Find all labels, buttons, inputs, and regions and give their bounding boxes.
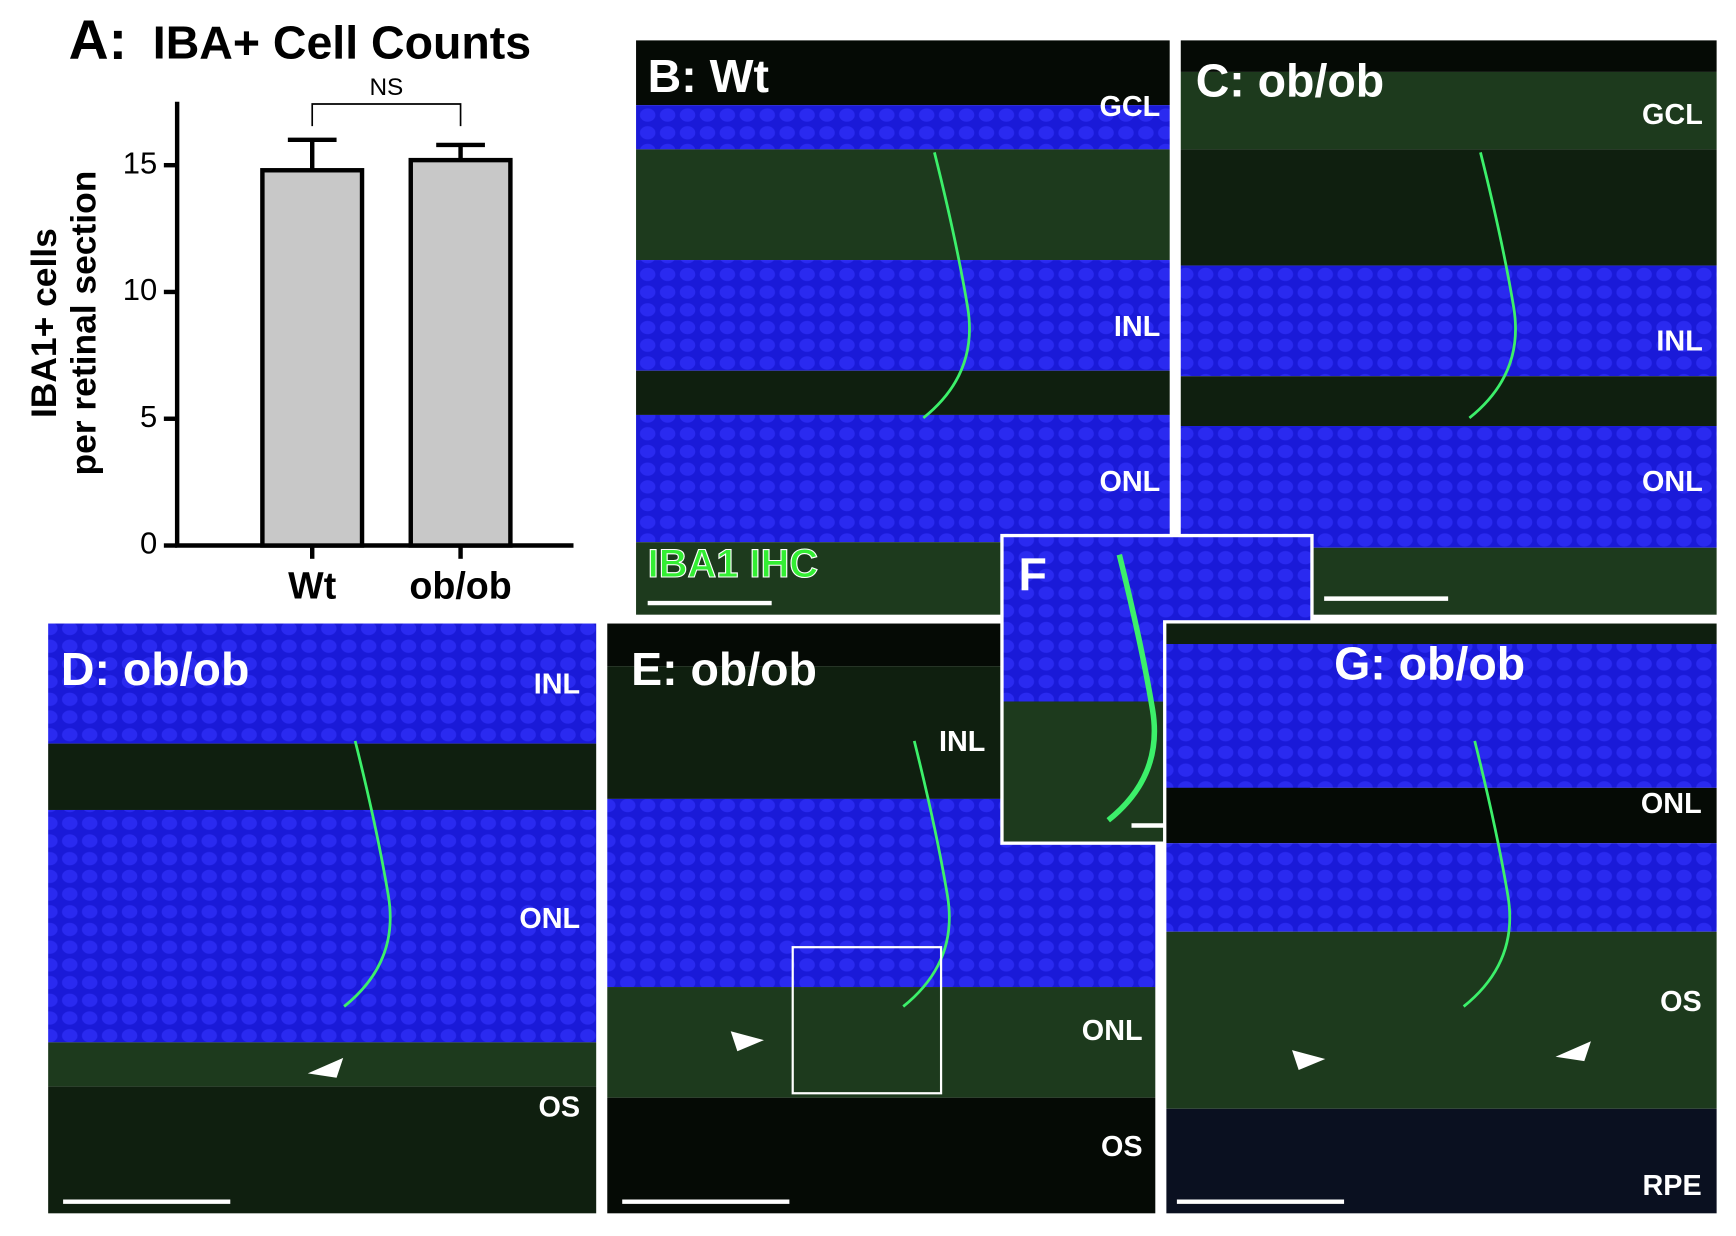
panel-image [1164,621,1719,1215]
layer-label: OS [1101,1131,1143,1163]
tissue-layer [1164,787,1719,844]
microglia [902,740,951,1008]
tissue-layer [1179,149,1719,266]
bar [408,157,513,548]
panel-label: E: ob/ob [631,643,817,695]
error-bar [287,137,337,171]
microglia [343,740,392,1008]
x-tick-label: Wt [288,565,337,607]
bar-plot: IBA1+ cells per retinal section 0 5 10 15 Wt ob… [24,74,574,607]
layer-label: ONL [519,903,580,935]
panel-image [634,38,1172,617]
panel-border [1177,37,1720,618]
tissue-layer [1164,644,1719,788]
panel: C: ob/ob GCL INL ONL [1177,37,1720,618]
layer-label: ONL [1082,1015,1143,1047]
microglia [1468,152,1517,420]
y-tick-label: 10 [123,272,157,307]
panel: B: Wt GCL INL ONL [632,37,1174,618]
arrowhead [1555,1041,1591,1062]
micrographs: B: Wt GCL INL ONL C: ob/ob GCL INL ONL D: ob/ob I… [44,37,1720,1217]
panel-label: C: ob/ob [1196,54,1384,106]
axis [174,101,574,548]
tissue-layer [46,809,598,1043]
stain-label: IBA1 IHC [648,542,818,586]
layer-label: ONL [1642,466,1703,498]
layer-label: INL [534,669,580,701]
inset-box [791,946,943,1095]
y-tick-label: 15 [123,145,157,180]
tissue-layer [1179,38,1719,72]
tissue-layer [605,1097,1157,1215]
panel-image [46,621,598,1215]
panel-border [44,620,600,1217]
y-axis-label: IBA1+ cells [24,228,64,418]
tissue-layer [1179,376,1719,427]
tissue-layer [46,743,598,810]
tissue-layer [1164,1108,1719,1215]
panel: G: ob/ob ONL OS RPE [1163,620,1720,1217]
bar [260,168,365,548]
panel-border [1163,620,1720,1217]
layer-label: INL [1114,311,1160,343]
arrowhead [730,1031,764,1052]
annotation: NS [369,74,403,101]
microglia [922,152,971,420]
error-bar [436,142,485,161]
tissue-layer [634,370,1172,415]
y-tick-label: 0 [140,526,157,561]
tissue-layer [605,987,1157,1098]
microglia [1462,740,1512,1008]
tissue-layer [1179,71,1719,150]
panel-label: F [1019,548,1047,600]
tissue-layer [634,260,1172,371]
panel-label: G: ob/ob [1334,638,1525,690]
arrowhead [307,1057,344,1078]
tissue-layer [46,621,598,744]
layer-label: INL [1656,326,1702,358]
y-tick-label: 5 [140,399,157,434]
layer-label: GCL [1642,99,1703,131]
panel-image [1179,38,1719,617]
tissue-layer [1164,931,1719,1109]
layer-label: OS [539,1091,581,1123]
tissue-layer [634,38,1172,106]
layer-label: ONL [1100,466,1161,498]
tissue-layer [46,1086,598,1215]
tissue-layer [46,1042,598,1087]
y-axis-label: per retinal section [64,171,104,476]
layer-label: RPE [1643,1170,1702,1202]
layer-label: INL [939,726,985,758]
tissue-layer [634,414,1172,543]
tissue-layer [1164,843,1719,932]
tissue-layer [1164,621,1719,645]
layer-label: OS [1660,986,1702,1018]
microglia [1106,554,1158,823]
layer-label: ONL [1641,788,1702,820]
tissue-layer [1179,426,1719,548]
significance-bracket [311,103,462,127]
panel-label: B: Wt [648,50,769,102]
arrowhead [1292,1050,1326,1071]
x-tick-label: ob/ob [409,565,511,607]
layer-label: GCL [1100,91,1161,123]
panel: D: ob/ob INL ONL OS [44,620,600,1217]
panel-border [632,37,1174,618]
panel-label: A: [69,9,127,71]
tissue-layer [634,105,1172,150]
tissue-layer [1179,265,1719,377]
tissue-layer [634,149,1172,261]
panel-border [603,620,1159,1217]
panel-label: D: ob/ob [61,643,249,695]
chart-title: IBA+ Cell Counts [153,17,531,69]
